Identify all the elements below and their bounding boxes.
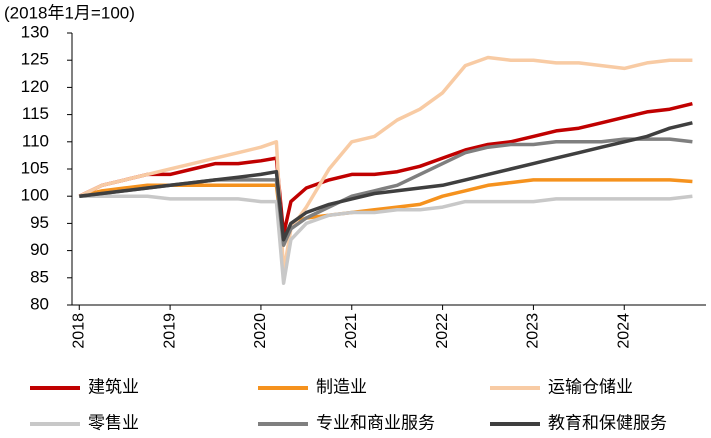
y-tick-label: 120: [21, 77, 49, 96]
y-tick-label: 110: [22, 131, 49, 150]
series-line: [78, 55, 693, 275]
legend-label: 制造业: [316, 377, 367, 396]
x-tick-label: 2020: [252, 313, 269, 349]
y-tick-label: 125: [21, 50, 49, 69]
chart-subtitle: (2018年1月=100): [4, 3, 135, 22]
legend-label: 教育和保健服务: [548, 413, 667, 432]
x-tick-label: 2022: [434, 313, 451, 349]
y-tick-label: 80: [30, 294, 49, 313]
legend-label: 零售业: [88, 413, 139, 432]
y-tick-label: 130: [21, 22, 49, 41]
y-tick-label: 115: [22, 104, 49, 123]
series-line: [79, 194, 693, 285]
y-tick-label: 85: [30, 267, 49, 286]
legend-label: 建筑业: [88, 377, 139, 396]
legend-label: 专业和商业服务: [316, 413, 435, 432]
series-line: [79, 121, 693, 242]
x-tick-label: 2019: [161, 313, 178, 349]
y-tick-label: 105: [21, 158, 49, 177]
x-tick-label: 2021: [343, 313, 360, 349]
x-tick-label: 2018: [70, 313, 87, 349]
series-line: [78, 101, 693, 237]
x-tick-label: 2024: [615, 313, 632, 349]
legend-label: 运输仓储业: [548, 377, 633, 396]
y-tick-label: 90: [30, 240, 49, 259]
y-tick-label: 95: [30, 213, 49, 232]
x-tick-label: 2023: [525, 313, 542, 349]
y-tick-label: 100: [21, 186, 49, 205]
